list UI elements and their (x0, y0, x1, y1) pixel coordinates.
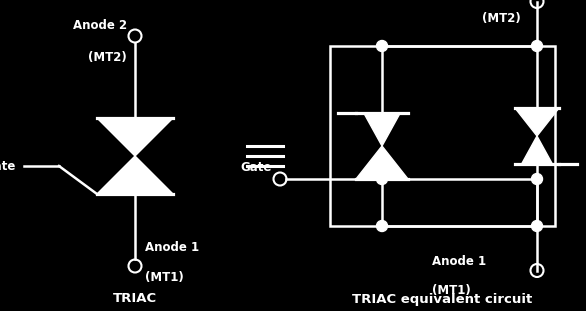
Text: (MT2): (MT2) (482, 12, 521, 25)
Circle shape (532, 174, 543, 184)
Bar (330, 46, 555, 226)
Polygon shape (515, 108, 559, 136)
Text: Anode 2: Anode 2 (73, 19, 127, 32)
Text: TRIAC: TRIAC (113, 293, 157, 305)
Polygon shape (364, 113, 400, 146)
Text: Anode 1: Anode 1 (432, 255, 486, 268)
Text: Gate: Gate (241, 161, 272, 174)
Text: (MT1): (MT1) (432, 284, 471, 297)
Circle shape (376, 220, 387, 231)
Circle shape (376, 40, 387, 52)
Text: (MT1): (MT1) (145, 271, 184, 284)
Circle shape (532, 220, 543, 231)
Polygon shape (97, 118, 173, 156)
Polygon shape (522, 136, 553, 164)
Circle shape (532, 40, 543, 52)
Polygon shape (356, 146, 408, 179)
Text: Anode 1: Anode 1 (145, 241, 199, 254)
Text: Gate: Gate (0, 160, 16, 173)
Polygon shape (97, 156, 173, 194)
Text: TRIAC equivalent circuit: TRIAC equivalent circuit (352, 293, 533, 305)
Text: (MT2): (MT2) (88, 51, 127, 64)
Circle shape (376, 174, 387, 184)
